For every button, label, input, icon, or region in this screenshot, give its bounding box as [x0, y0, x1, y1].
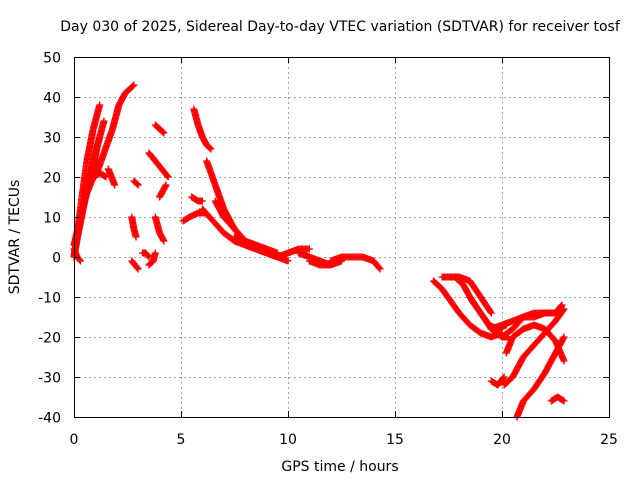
x-tick-label: 15	[386, 432, 404, 448]
series-track-07	[91, 81, 138, 181]
series-track-16	[151, 213, 168, 245]
data-point-marker	[111, 181, 119, 189]
series-track-19	[188, 193, 206, 205]
series-track-20	[190, 105, 215, 153]
data-point-marker	[560, 397, 568, 405]
data-point-marker	[327, 261, 335, 269]
series-track-08	[104, 165, 119, 189]
y-axis-label: SDTVAR / TECUs	[7, 180, 23, 295]
y-tick-label: 20	[43, 171, 61, 187]
series-track-15	[151, 121, 168, 137]
data-point-marker	[206, 144, 214, 152]
data-point-marker	[559, 334, 567, 342]
chart-title: Day 030 of 2025, Sidereal Day-to-day VTE…	[60, 19, 621, 35]
data-point-marker	[559, 396, 567, 404]
data-point-marker	[560, 333, 568, 341]
data-point-marker	[198, 197, 206, 205]
plot-frame	[74, 57, 610, 418]
x-tick-label: 20	[493, 432, 511, 448]
x-tick-label: 10	[279, 432, 297, 448]
y-tick-label: -10	[38, 291, 61, 307]
data-point-marker	[160, 237, 168, 245]
series-track-27	[327, 253, 384, 273]
series-track-13	[145, 249, 159, 269]
data-point-marker	[101, 172, 109, 180]
x-axis-label: GPS time / hours	[281, 459, 398, 475]
series-track-14	[145, 149, 172, 181]
data-point-marker	[134, 181, 142, 189]
y-tick-label: 40	[43, 91, 61, 107]
data-point-marker	[487, 308, 495, 316]
data-point-marker	[162, 181, 170, 189]
data-point-marker	[559, 306, 567, 314]
data-point-marker	[132, 233, 140, 241]
series-track-12	[138, 249, 153, 261]
series-track-34	[498, 301, 566, 341]
data-point-marker	[76, 257, 84, 265]
series-track-17	[156, 181, 170, 201]
x-tick-label: 5	[177, 432, 186, 448]
series-track-36	[487, 373, 508, 389]
y-tick-label: -30	[38, 371, 61, 387]
grid-layer	[74, 57, 609, 417]
data-point-marker	[144, 252, 152, 260]
data-point-marker	[130, 81, 138, 89]
data-point-marker	[560, 357, 568, 365]
series-track-09	[130, 177, 142, 189]
data-point-marker	[96, 101, 104, 109]
y-tick-label: -40	[38, 411, 61, 427]
data-layer	[70, 81, 568, 421]
data-point-marker	[284, 257, 292, 265]
data-point-marker	[91, 157, 99, 165]
y-tick-label: 50	[43, 51, 61, 67]
data-point-marker	[151, 249, 159, 257]
data-point-marker	[500, 373, 508, 381]
series-track-10	[128, 213, 140, 241]
data-point-marker	[96, 133, 104, 141]
data-point-marker	[163, 172, 171, 180]
y-tick-label: 0	[52, 251, 61, 267]
data-point-marker	[558, 301, 566, 309]
x-tick-label: 0	[70, 432, 79, 448]
data-point-marker	[375, 264, 383, 272]
data-point-marker	[164, 173, 172, 181]
data-point-marker	[134, 265, 142, 273]
series-track-11	[128, 257, 142, 273]
y-tick-label: -20	[38, 331, 61, 347]
y-tick-label: 30	[43, 131, 61, 147]
data-point-marker	[207, 145, 215, 153]
series-track-39	[547, 393, 568, 405]
y-tick-label: 10	[43, 211, 61, 227]
data-point-marker	[159, 128, 167, 136]
data-point-marker	[133, 264, 141, 272]
tick-layer: 0 5 10 15 20 25 -40 -30 -20 -10 0 10 20 30 40 50	[38, 51, 618, 449]
x-tick-label: 25	[600, 432, 618, 448]
series-track-25	[263, 245, 313, 261]
series-track-37	[500, 305, 568, 389]
data-point-marker	[305, 245, 313, 253]
series-track-28	[305, 257, 335, 269]
data-point-marker	[160, 129, 168, 137]
data-point-marker	[129, 82, 137, 90]
series-track-29	[430, 277, 506, 341]
data-point-marker	[100, 117, 108, 125]
data-point-marker	[499, 374, 507, 382]
data-point-marker	[133, 180, 141, 188]
data-point-marker	[376, 265, 384, 273]
data-point-marker	[560, 305, 568, 313]
data-point-marker	[487, 309, 495, 317]
series-track-38	[513, 333, 568, 421]
